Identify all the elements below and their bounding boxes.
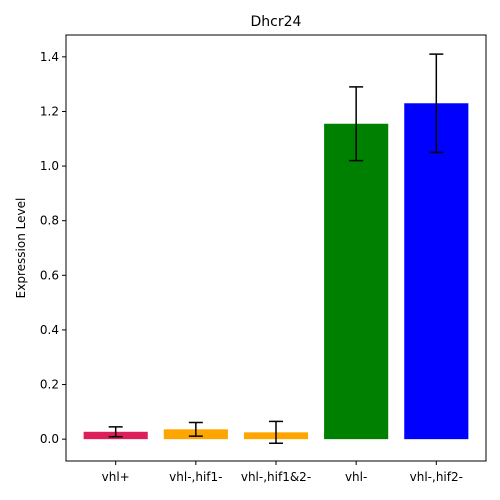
x-tick-label: vhl- [345, 470, 367, 484]
bar [324, 123, 389, 440]
y-tick-label: 1.2 [40, 104, 59, 118]
y-tick-label: 0.0 [40, 432, 59, 446]
x-tick-label: vhl-,hif1- [169, 470, 222, 484]
plot-area: 0.0 0.2 0.4 0.6 0.8 1.0 1.2 1.4 vhl+ vhl-,hif1- vh… [40, 34, 487, 484]
y-axis-label: Expression Level [14, 198, 28, 299]
y-tick-label: 1.4 [40, 50, 59, 64]
bar [404, 103, 469, 440]
x-tick-label: vhl-,hif2- [410, 470, 463, 484]
y-tick-label: 0.4 [40, 323, 59, 337]
y-tick-label: 0.6 [40, 268, 59, 282]
x-tick-label: vhl-,hif1&2- [241, 470, 311, 484]
y-tick-label: 1.0 [40, 159, 59, 173]
x-tick-label: vhl+ [102, 470, 130, 484]
chart-title: Dhcr24 [251, 14, 302, 30]
y-tick-label: 0.8 [40, 214, 59, 228]
y-tick-label: 0.2 [40, 378, 59, 392]
